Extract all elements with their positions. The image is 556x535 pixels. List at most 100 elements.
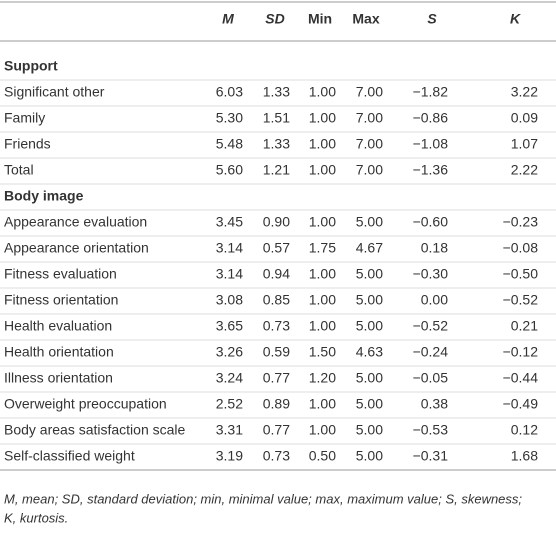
section-title: Support [4,58,58,74]
cell: 0.57 [263,240,290,256]
cell: 0.77 [263,370,290,386]
cell: 7.00 [356,162,383,178]
cell: 5.00 [356,318,383,334]
cell: 0.00 [421,292,448,308]
cell: 4.67 [356,240,383,256]
cell: 1.00 [309,318,336,334]
column-header: S [427,11,437,27]
cell: −0.31 [413,448,449,464]
column-header: M [222,11,234,27]
cell: −0.08 [503,240,539,256]
cell: −1.36 [413,162,449,178]
cell: 0.89 [263,396,290,412]
section-title: Body image [4,188,84,204]
row-label: Significant other [4,84,105,100]
cell: 5.00 [356,422,383,438]
cell: 1.00 [309,162,336,178]
row-label: Overweight preoccupation [4,396,167,412]
cell: −1.82 [413,84,449,100]
cell: −0.49 [503,396,539,412]
cell: 1.00 [309,214,336,230]
cell: 0.73 [263,448,290,464]
cell: 0.77 [263,422,290,438]
cell: 1.51 [263,110,290,126]
column-header: Min [308,11,332,27]
cell: 3.14 [216,266,243,282]
cell: 1.00 [309,110,336,126]
cell: −0.05 [413,370,449,386]
cell: 0.09 [511,110,538,126]
cell: 0.12 [511,422,538,438]
row-label: Fitness orientation [4,292,118,308]
cell: 0.85 [263,292,290,308]
cell: −0.52 [413,318,449,334]
row-label: Body areas satisfaction scale [4,422,186,438]
cell: 7.00 [356,110,383,126]
cell: −0.44 [503,370,539,386]
cell: 5.00 [356,292,383,308]
cell: 1.00 [309,396,336,412]
cell: −0.53 [413,422,449,438]
row-label: Health orientation [4,344,114,360]
row-label: Appearance evaluation [4,214,147,230]
footnote: K, kurtosis. [4,510,68,525]
cell: 5.00 [356,266,383,282]
cell: 7.00 [356,136,383,152]
cell: 2.22 [511,162,538,178]
cell: −1.08 [413,136,449,152]
cell: 5.00 [356,448,383,464]
cell: 1.75 [309,240,336,256]
cell: 1.00 [309,84,336,100]
cell: 1.00 [309,422,336,438]
footnote: M, mean; SD, standard deviation; min, mi… [4,491,522,506]
cell: −0.60 [413,214,449,230]
cell: −0.12 [503,344,539,360]
cell: 1.00 [309,292,336,308]
cell: 5.30 [216,110,243,126]
cell: 1.33 [263,136,290,152]
cell: 0.18 [421,240,448,256]
cell: −0.52 [503,292,539,308]
cell: 4.63 [356,344,383,360]
cell: −0.50 [503,266,539,282]
cell: 0.21 [511,318,538,334]
row-label: Illness orientation [4,370,113,386]
cell: 3.65 [216,318,243,334]
cell: 3.19 [216,448,243,464]
cell: 0.90 [263,214,290,230]
cell: 7.00 [356,84,383,100]
column-header: Max [352,11,379,27]
cell: 3.14 [216,240,243,256]
cell: 1.68 [511,448,538,464]
cell: 1.07 [511,136,538,152]
cell: 3.22 [511,84,538,100]
cell: 5.48 [216,136,243,152]
cell: 0.50 [309,448,336,464]
cell: 5.00 [356,214,383,230]
cell: −0.30 [413,266,449,282]
cell: 5.00 [356,370,383,386]
row-label: Self-classified weight [4,448,135,464]
column-header: K [510,11,521,27]
cell: 1.21 [263,162,290,178]
cell: 0.59 [263,344,290,360]
cell: 0.94 [263,266,290,282]
cell: 0.38 [421,396,448,412]
cell: 1.33 [263,84,290,100]
cell: 6.03 [216,84,243,100]
row-label: Appearance orientation [4,240,149,256]
row-label: Family [4,110,45,126]
cell: 3.08 [216,292,243,308]
cell: 3.45 [216,214,243,230]
cell: −0.24 [413,344,449,360]
cell: 1.00 [309,266,336,282]
cell: 5.60 [216,162,243,178]
cell: 1.20 [309,370,336,386]
cell: −0.86 [413,110,449,126]
cell: 2.52 [216,396,243,412]
cell: 0.73 [263,318,290,334]
column-header: SD [265,11,284,27]
row-label: Fitness evaluation [4,266,117,282]
row-label: Friends [4,136,51,152]
